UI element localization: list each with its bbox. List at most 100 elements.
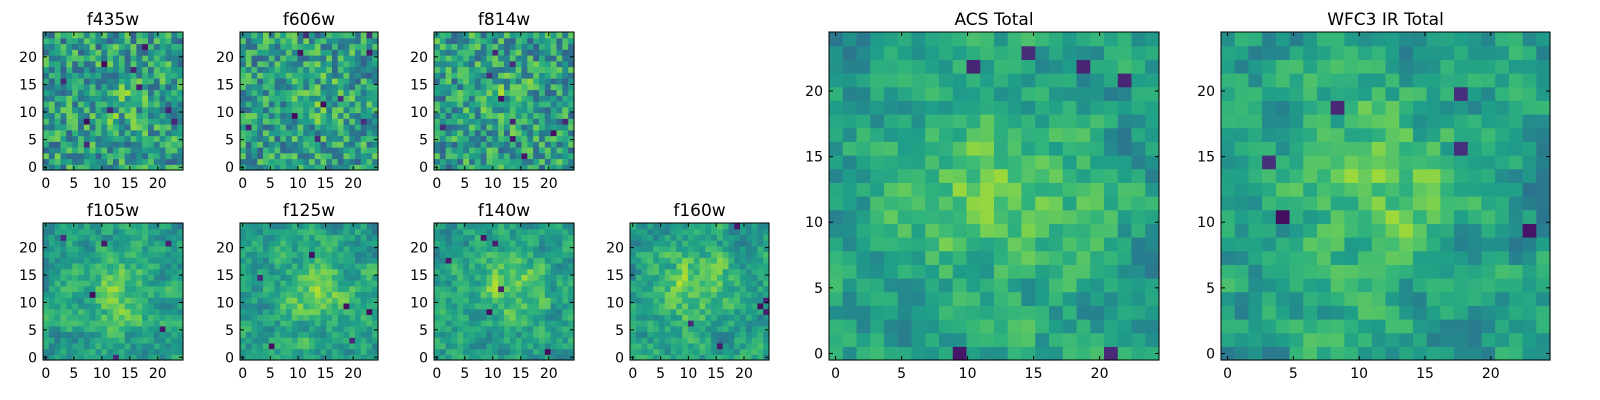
heatmap-cell [1021, 32, 1036, 47]
heatmap-cell [469, 280, 476, 287]
heatmap-cell [291, 314, 299, 321]
heatmap-cell [148, 83, 155, 91]
y-tick-label: 20 [410, 50, 428, 66]
heatmap-cell [1049, 127, 1064, 142]
heatmap-cell [326, 257, 333, 264]
heatmap-cell [95, 72, 102, 79]
heatmap-cell [286, 66, 293, 73]
heatmap-cell [177, 223, 184, 230]
heatmap-cell [509, 234, 517, 241]
heatmap-cell [297, 95, 304, 102]
heatmap-cell [263, 274, 270, 281]
heatmap-cell [980, 127, 995, 142]
heatmap-cell [95, 240, 102, 247]
heatmap-cell [366, 37, 373, 45]
heatmap-cell [630, 291, 637, 298]
heatmap-cell [451, 95, 458, 102]
heatmap-cell [682, 331, 689, 338]
heatmap-cell [177, 89, 184, 96]
heatmap-cell [693, 257, 701, 264]
heatmap-cell [1145, 73, 1160, 88]
heatmap-cell [463, 83, 470, 91]
heatmap-cell [78, 158, 85, 165]
heatmap-cell [492, 55, 499, 62]
heatmap-cell [257, 89, 264, 96]
heatmap-cell [360, 135, 368, 142]
heatmap-cell [366, 228, 373, 236]
heatmap-cell [245, 55, 253, 62]
heatmap-cell [722, 354, 730, 361]
heatmap-cell [314, 291, 322, 298]
heatmap-cell [118, 32, 126, 39]
heatmap-cell [291, 274, 299, 281]
heatmap-cell [980, 332, 995, 347]
heatmap-cell [54, 280, 62, 287]
heatmap-cell [148, 325, 155, 333]
heatmap-cell [72, 106, 79, 114]
heatmap-cell [349, 223, 356, 230]
heatmap-cell [829, 32, 844, 47]
heatmap-cell [568, 308, 575, 315]
heatmap-cell [245, 342, 253, 350]
heatmap-cell [124, 112, 132, 119]
heatmap-cell [469, 32, 476, 39]
heatmap-cell [355, 147, 362, 154]
heatmap-cell [366, 147, 373, 154]
heatmap-cell [54, 89, 62, 96]
heatmap-cell [568, 158, 575, 165]
heatmap-cell [171, 32, 178, 39]
heatmap-cell [240, 152, 247, 160]
heatmap-cell [48, 337, 56, 344]
heatmap-cell [492, 106, 499, 114]
heatmap-cell [550, 268, 558, 275]
heatmap-cell [320, 257, 327, 264]
heatmap-cell [870, 332, 885, 347]
heatmap-cell [314, 49, 322, 56]
heatmap-cell [349, 152, 356, 160]
heatmap-cell [66, 124, 73, 131]
heatmap-cell [492, 89, 499, 96]
heatmap-cell [54, 308, 62, 315]
heatmap-cell [268, 257, 276, 264]
heatmap-cell [83, 118, 91, 125]
heatmap-cell [142, 308, 149, 315]
heatmap-cell [366, 342, 373, 350]
heatmap-cell [1021, 114, 1036, 129]
heatmap-cell [257, 291, 264, 298]
heatmap-cell [492, 49, 499, 56]
heatmap-cell [372, 223, 379, 230]
heatmap-cell [320, 223, 327, 230]
heatmap-cell [1104, 237, 1119, 252]
heatmap-cell [939, 332, 954, 347]
heatmap-cell [118, 291, 126, 298]
heatmap-cell [539, 245, 546, 253]
heatmap-cell [550, 320, 558, 327]
heatmap-cell [734, 228, 741, 236]
heatmap-cell [480, 257, 488, 264]
heatmap-cell [268, 342, 276, 350]
heatmap-cell [1021, 319, 1036, 334]
heatmap-cell [1145, 196, 1160, 211]
heatmap-cell [705, 268, 712, 275]
heatmap-cell [320, 337, 327, 344]
heatmap-cell [463, 228, 470, 236]
heatmap-cell [647, 234, 654, 241]
heatmap-cell [280, 268, 287, 275]
heatmap-cell [463, 325, 470, 333]
heatmap-cell [83, 89, 91, 96]
heatmap-cell [533, 297, 540, 304]
heatmap-cell [72, 95, 79, 102]
heatmap-cell [728, 280, 735, 287]
heatmap-cell [171, 228, 178, 236]
x-tick-label: 10 [484, 176, 502, 192]
heatmap-cell [48, 308, 56, 315]
heatmap-cell [48, 234, 56, 241]
heatmap-cell [142, 354, 149, 361]
heatmap-cell [445, 55, 453, 62]
heatmap-cell [439, 268, 447, 275]
heatmap-cell [664, 223, 672, 230]
heatmap-cell [95, 274, 102, 281]
heatmap-cell [870, 196, 885, 211]
heatmap-cell [856, 86, 871, 101]
